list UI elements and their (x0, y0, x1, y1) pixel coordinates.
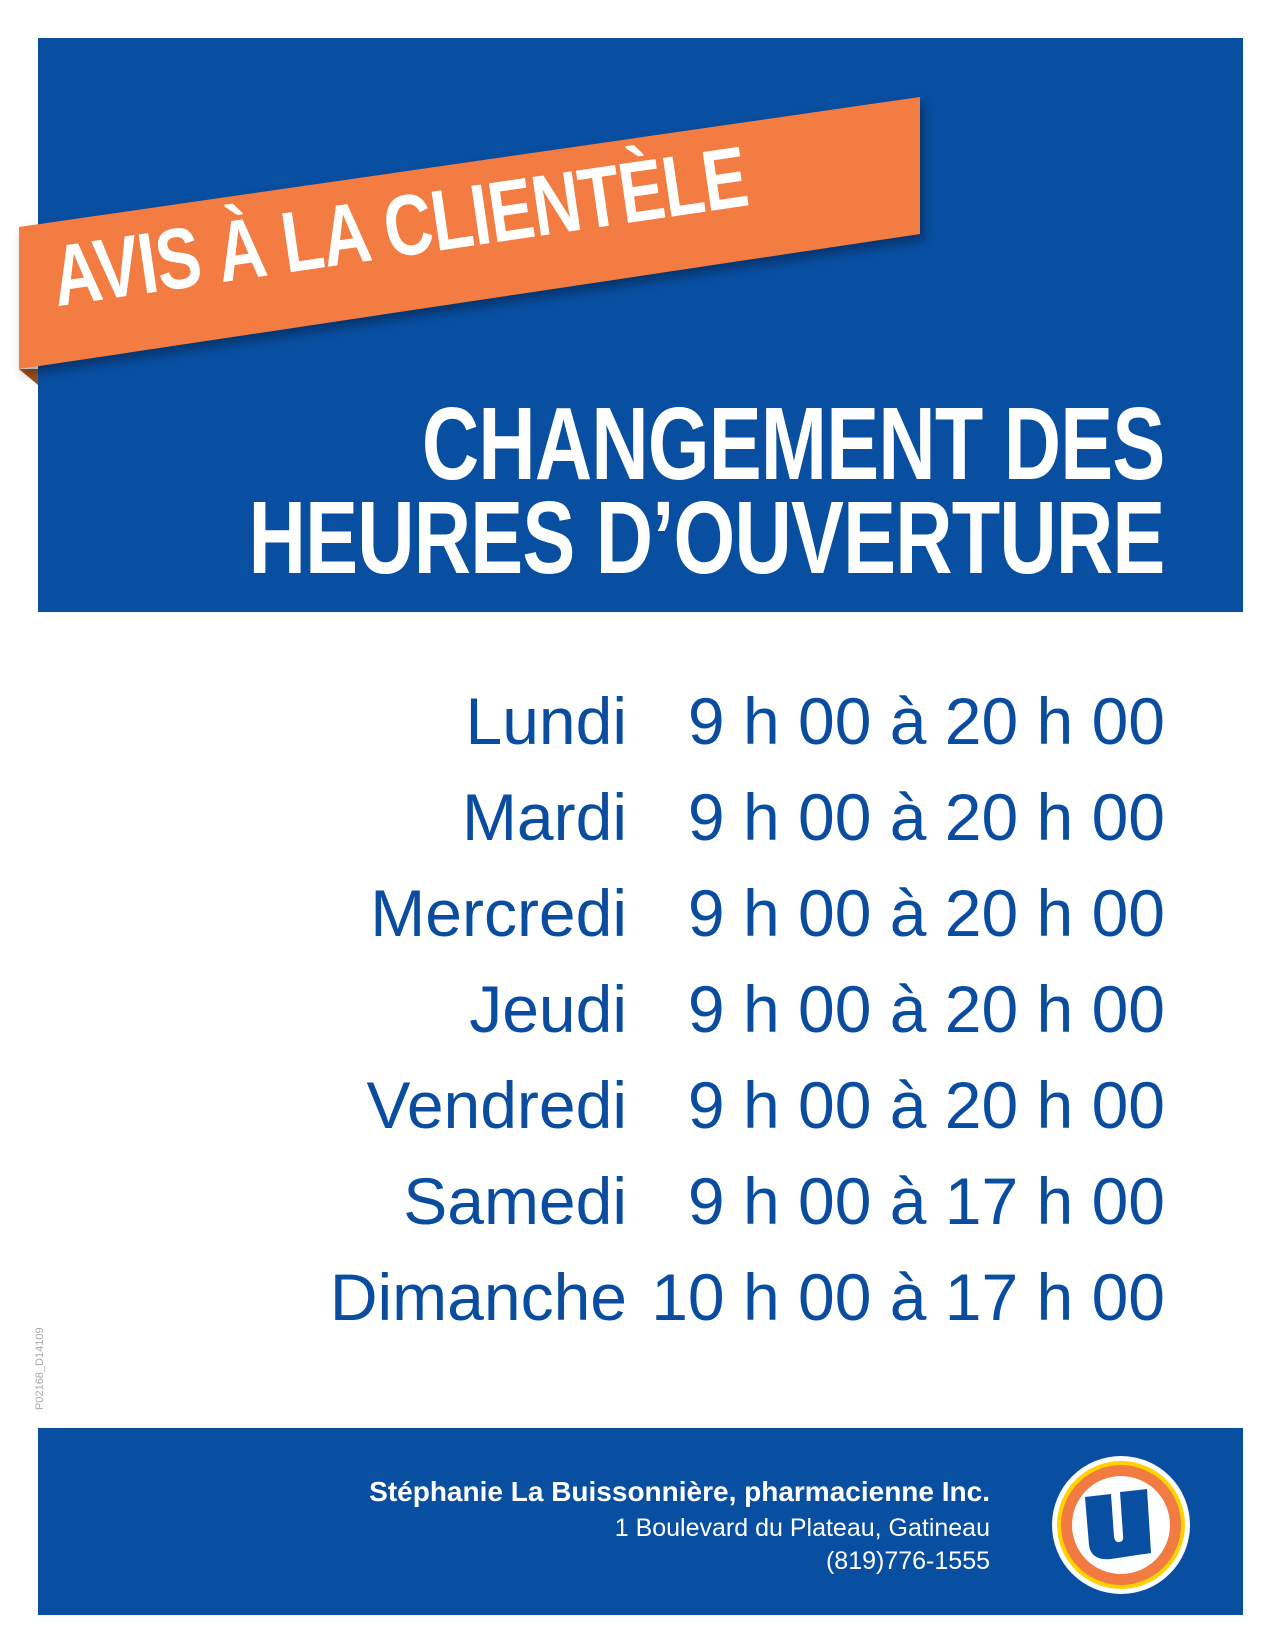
hours-row: Lundi 9 h 00 à 20 h 00 (0, 683, 1275, 779)
hours-row: Samedi 9 h 00 à 17 h 00 (0, 1163, 1275, 1259)
day-label: Lundi (465, 684, 628, 758)
day-label: Dimanche (329, 1260, 627, 1334)
title-line-1: CHANGEMENT DES (422, 386, 1165, 501)
pharmacy-phone: (819)776-1555 (825, 1547, 990, 1575)
hours-row: Vendredi 9 h 00 à 20 h 00 (0, 1067, 1275, 1163)
pharmacy-address: 1 Boulevard du Plateau, Gatineau (614, 1514, 990, 1542)
hours-row: Jeudi 9 h 00 à 20 h 00 (0, 971, 1275, 1067)
time-range: 9 h 00 à 17 h 00 (687, 1164, 1165, 1238)
title-line-2: HEURES D’OUVERTURE (249, 480, 1166, 595)
time-range: 10 h 00 à 17 h 00 (651, 1260, 1165, 1334)
hours-row: Mercredi 9 h 00 à 20 h 00 (0, 875, 1275, 971)
document-code: P02168_D14109 (34, 1327, 46, 1410)
footer-banner: Stéphanie La Buissonnière, pharmacienne … (38, 1428, 1243, 1615)
time-range: 9 h 00 à 20 h 00 (687, 876, 1165, 950)
uniprix-logo-icon (1052, 1456, 1190, 1594)
time-range: 9 h 00 à 20 h 00 (687, 972, 1165, 1046)
day-label: Mardi (461, 780, 627, 854)
day-label: Vendredi (366, 1068, 627, 1142)
day-label: Mercredi (370, 876, 627, 950)
pharmacy-name: Stéphanie La Buissonnière, pharmacienne … (369, 1476, 990, 1507)
time-range: 9 h 00 à 20 h 00 (687, 1068, 1165, 1142)
day-label: Samedi (403, 1164, 627, 1238)
hours-row: Mardi 9 h 00 à 20 h 00 (0, 779, 1275, 875)
day-label: Jeudi (469, 972, 627, 1046)
time-range: 9 h 00 à 20 h 00 (687, 684, 1165, 758)
hours-row: Dimanche 10 h 00 à 17 h 00 (0, 1259, 1275, 1355)
time-range: 9 h 00 à 20 h 00 (687, 780, 1165, 854)
